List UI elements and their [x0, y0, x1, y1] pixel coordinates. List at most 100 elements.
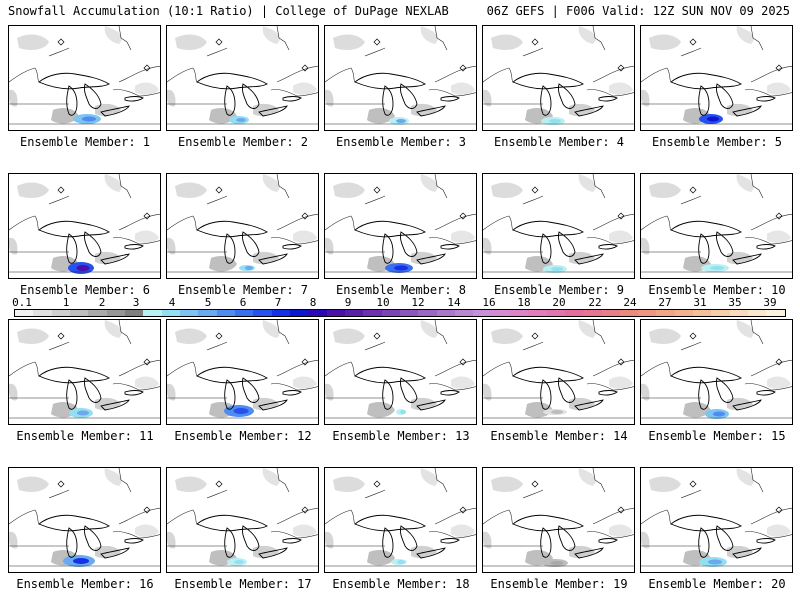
colorbar-cell: [729, 310, 749, 316]
political-border: [325, 361, 356, 377]
snowfall-max-core: [710, 266, 724, 270]
lake-outline: [100, 105, 130, 117]
lake-outline: [242, 83, 260, 109]
snowfall-map: [9, 26, 160, 125]
political-border: [744, 89, 792, 97]
light-snow-shading: [293, 82, 317, 95]
snowfall-max-core: [400, 410, 406, 414]
political-border: [434, 320, 448, 345]
colorbar-cell: [656, 310, 675, 316]
colorbar-cell: [528, 310, 547, 316]
snowfall-map: [167, 26, 318, 125]
colorbar-tick-label: 7: [274, 296, 282, 309]
colorbar-cell: [454, 310, 474, 316]
snowfall-max-core: [394, 265, 408, 271]
lake-outline: [732, 253, 762, 265]
snowfall-max-core: [713, 411, 725, 417]
colorbar-tick-label: 3: [132, 296, 140, 309]
lake-outline: [574, 105, 604, 117]
island-outline: [143, 64, 151, 72]
colorbar-cell: [619, 310, 639, 316]
light-snow-shading: [325, 89, 334, 107]
snowfall-map: [325, 26, 476, 125]
lake-outline: [242, 525, 260, 551]
political-border: [592, 174, 606, 199]
ensemble-map-panel: [640, 173, 793, 279]
political-border: [167, 361, 198, 377]
political-border: [522, 341, 544, 351]
ensemble-map-panel: [482, 173, 635, 279]
colorbar-cell: [546, 310, 565, 316]
political-border: [48, 341, 70, 351]
ensemble-member-label: Ensemble Member: 17: [174, 577, 312, 591]
lake-outline: [440, 538, 460, 544]
colorbar-cell: [748, 310, 767, 316]
political-border: [434, 359, 476, 377]
snowfall-map: [641, 26, 792, 125]
political-border: [680, 341, 702, 351]
lake-outline: [354, 514, 426, 532]
light-snow-shading: [167, 89, 176, 107]
lake-outline: [124, 538, 144, 544]
lake-outline: [698, 85, 710, 116]
lake-outline: [512, 514, 584, 532]
ensemble-map-panel: [482, 467, 635, 573]
light-snow-shading: [767, 82, 791, 95]
colorbar-cell: [253, 310, 272, 316]
political-border: [680, 489, 702, 499]
light-snow-shading: [17, 182, 49, 198]
lake-outline: [84, 83, 102, 109]
colorbar-cell: [51, 310, 70, 316]
light-snow-shading: [17, 476, 49, 492]
colorbar-cell: [473, 310, 492, 316]
lake-outline: [84, 231, 102, 257]
island-outline: [373, 38, 381, 46]
lake-outline: [540, 85, 552, 116]
colorbar-cell: [509, 310, 529, 316]
political-border: [118, 26, 132, 51]
political-border: [592, 359, 634, 377]
lake-outline: [196, 72, 268, 90]
lake-outline: [698, 379, 710, 410]
lake-outline: [282, 538, 302, 544]
political-border: [9, 67, 40, 83]
lake-outline: [84, 377, 102, 403]
light-snow-shading: [578, 26, 596, 44]
colorbar-cell: [564, 310, 584, 316]
lake-outline: [258, 105, 288, 117]
lake-outline: [558, 377, 576, 403]
island-outline: [57, 186, 65, 194]
ensemble-member-label: Ensemble Member: 11: [16, 429, 154, 443]
lake-outline: [540, 527, 552, 558]
island-outline: [531, 38, 539, 46]
light-snow-shading: [9, 89, 18, 107]
lake-outline: [38, 72, 110, 90]
light-snow-shading: [641, 531, 650, 549]
colorbar-cell: [674, 310, 694, 316]
lake-outline: [38, 514, 110, 532]
political-border: [434, 507, 476, 525]
lake-outline: [224, 85, 236, 116]
light-snow-shading: [175, 328, 207, 344]
lake-outline: [716, 377, 734, 403]
light-snow-shading: [736, 26, 754, 44]
ensemble-member-label: Ensemble Member: 15: [648, 429, 786, 443]
island-outline: [459, 64, 467, 72]
snowfall-colorbar: [14, 309, 786, 317]
colorbar-cell: [216, 310, 235, 316]
light-snow-shading: [483, 89, 492, 107]
snowfall-map: [167, 320, 318, 419]
light-snow-shading: [451, 230, 475, 243]
colorbar-cell: [198, 310, 217, 316]
light-snow-shading: [135, 82, 159, 95]
political-border: [48, 47, 70, 57]
island-outline: [373, 332, 381, 340]
lake-outline: [670, 72, 742, 90]
lake-outline: [282, 390, 302, 396]
island-outline: [57, 480, 65, 488]
light-snow-shading: [483, 531, 492, 549]
light-snow-shading: [135, 524, 159, 537]
snowfall-map: [167, 468, 318, 567]
light-snow-shading: [641, 383, 650, 401]
island-outline: [689, 38, 697, 46]
